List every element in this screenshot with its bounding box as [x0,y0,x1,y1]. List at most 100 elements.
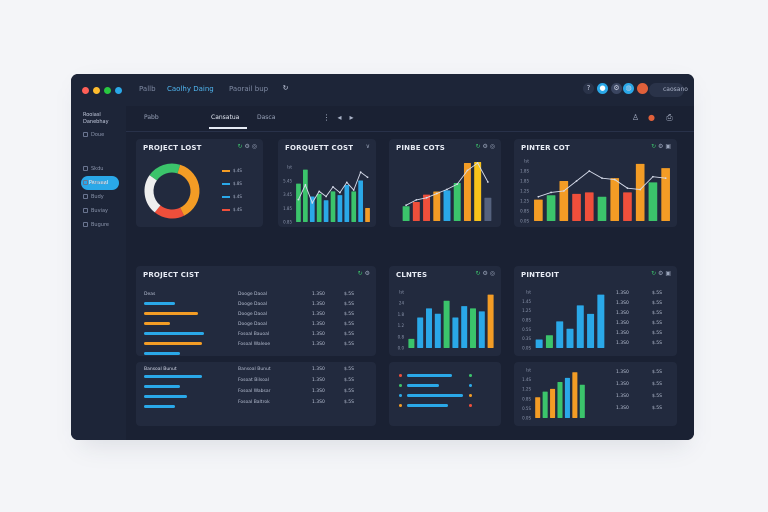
tab-caolhy-daing[interactable]: Caolhy Daing [167,85,214,93]
settings-icon[interactable]: ⚙ [244,143,250,150]
chart-bar [597,196,607,221]
sidebar-item-danay[interactable]: Danay [83,180,107,186]
row-name: Fosoal Baltrok [238,400,270,405]
more-icon[interactable]: ▣ [665,270,671,277]
refresh-icon[interactable]: ↻ [651,270,657,277]
refresh-icon[interactable]: ↻ [357,270,363,277]
share-icon[interactable]: ▸ [349,113,354,122]
avatar[interactable] [637,83,648,94]
info-icon[interactable]: ⋮ [322,113,331,122]
settings-icon[interactable]: ⚙ [611,83,622,94]
profile-avatar[interactable]: ● [648,113,655,122]
y-tick-label: Ist [287,165,292,170]
help-icon[interactable]: ? [583,83,594,94]
y-tick-label: 0.0S [520,219,529,224]
notification-icon[interactable]: ● [597,83,608,94]
more-icon[interactable]: ▣ [665,143,671,150]
donut-slice [154,205,185,219]
row-value: 1.3S0 [616,301,629,306]
settings-icon[interactable]: ⚙ [364,270,370,277]
list-bullet [399,374,402,377]
row-value: 1.3S0 [616,291,629,296]
refresh-icon[interactable]: ↻ [651,143,657,150]
card-actions[interactable]: ↻ ⚙ ◎ [475,143,495,150]
row-name: Dooge Daoal [238,292,268,297]
chart-bar [597,294,605,348]
row-value: $.5S [344,332,355,337]
row-value: $.5S [652,370,663,375]
sidebar-item-doue[interactable]: Doue [83,132,104,138]
sidebar-item-skdu[interactable]: Skdu [83,166,103,172]
close-window-button[interactable] [82,87,89,94]
chart-icon [83,194,88,199]
chart-bar [423,194,431,221]
tab-pallb[interactable]: Pallb [139,85,156,93]
card-actions[interactable]: ↻ ⚙ ◎ [475,270,495,277]
tab-dasca[interactable]: Dasca [257,114,276,121]
chart-bar [564,377,570,418]
settings-icon[interactable]: ⚙ [658,143,664,150]
sidebar-item-buviay[interactable]: Buviay [83,208,108,214]
export-icon[interactable]: ⎙ [666,113,673,122]
progress-bar [407,374,452,377]
sidebar-item-label: Skdu [91,166,104,172]
sidebar-item-budy[interactable]: Budy [83,194,104,200]
tab-cansatua[interactable]: Cansatua [211,114,240,121]
refresh-icon[interactable]: ↻ [237,143,243,150]
settings-icon[interactable]: ⚙ [482,270,488,277]
y-tick-label: 3.45 [283,192,292,197]
refresh-icon[interactable]: ↻ [475,270,481,277]
y-tick-label: 0.3S [522,336,531,341]
account-label: caosano [663,86,688,93]
pinter-bar-chart: Ist 1.8S 1.85 1.2S 1.25 0.8S 0.0S [520,159,670,224]
refresh-icon[interactable]: ↻ [282,84,289,92]
more-icon[interactable]: ◎ [251,143,257,150]
row-value: $.5S [652,311,663,316]
account-menu[interactable]: caosano [649,83,688,97]
row-value: $.5S [344,389,355,394]
chart-bar [453,183,461,221]
sidebar-item-pansaal[interactable]: Pansaal [81,176,119,190]
row-value: 1.3S0 [616,321,629,326]
chart-bar [443,300,450,348]
trend-point [486,181,489,183]
card-actions[interactable]: ↻ ⚙ ◎ [237,143,257,150]
more-icon[interactable]: ◎ [489,143,495,150]
y-tick-label: 1.25 [522,308,531,313]
card-title: PINTEOIT [521,271,560,279]
card-actions[interactable]: ↻ ⚙ [358,270,370,277]
row-name: Bansoal Bunut [238,367,271,372]
tab-pabb[interactable]: Pabb [144,114,159,121]
cost-bar-chart: Ist 5.45 3.45 1.85 0.85 [283,165,370,225]
card-actions[interactable]: ↻ ⚙ ▣ [651,270,671,277]
trend-point [339,191,341,194]
settings-icon[interactable]: ⚙ [658,270,664,277]
card-actions[interactable]: ↻ ⚙ ▣ [651,143,671,150]
settings-icon[interactable]: ⚙ [482,143,488,150]
chevron-down-icon[interactable]: ∨ [365,143,370,150]
trend-point [575,180,578,182]
legend-item: $.4S [222,194,242,199]
status-dot [469,384,472,387]
y-tick-label: 1.2S [522,387,531,392]
chart-bar [635,163,645,221]
user-icon[interactable]: ♙ [631,113,640,122]
active-tab-indicator [209,127,247,129]
sidebar-item-bugure[interactable]: Bugure [83,222,109,228]
chart-bar [426,308,432,348]
card-title: PINBE COTS [396,144,446,152]
trend-point [562,190,565,192]
globe-icon[interactable]: ◍ [623,83,634,94]
row-name: Fosoat Bilsoal [238,378,269,383]
card-actions[interactable]: ∨ [366,143,370,150]
filter-icon[interactable]: ◂ [337,113,342,122]
trend-point [601,177,603,180]
chart-bar [351,191,357,222]
refresh-icon[interactable]: ↻ [475,143,481,150]
minimize-window-button[interactable] [93,87,100,94]
y-tick-label: 0.8 [398,334,405,339]
tab-paorail-bup[interactable]: Paorail bup [229,85,269,93]
more-icon[interactable]: ◎ [489,270,495,277]
maximize-window-button[interactable] [104,87,111,94]
row-value: 1.3S0 [312,342,325,347]
